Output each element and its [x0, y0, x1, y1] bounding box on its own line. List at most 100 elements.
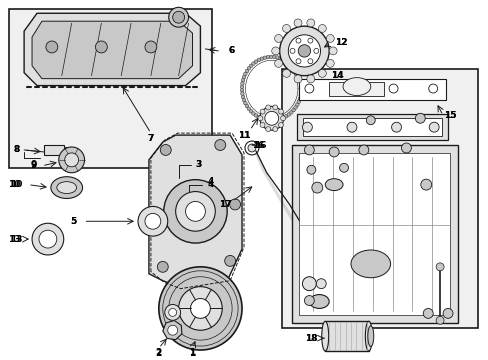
Circle shape	[175, 192, 215, 231]
Circle shape	[246, 107, 250, 111]
Circle shape	[272, 55, 275, 59]
Ellipse shape	[365, 321, 371, 351]
Circle shape	[159, 267, 242, 350]
Circle shape	[293, 75, 302, 83]
Text: 8: 8	[13, 145, 20, 154]
Circle shape	[279, 26, 328, 76]
Circle shape	[260, 109, 264, 114]
Circle shape	[293, 68, 297, 71]
Circle shape	[278, 117, 282, 121]
Bar	[297, 114, 447, 140]
Circle shape	[168, 7, 188, 27]
Polygon shape	[163, 320, 182, 340]
Text: 8: 8	[13, 145, 20, 154]
Circle shape	[256, 115, 260, 119]
Text: 1: 1	[189, 347, 195, 356]
Circle shape	[280, 116, 285, 121]
Circle shape	[265, 55, 269, 59]
Circle shape	[160, 144, 171, 156]
Bar	[281, 69, 477, 328]
Text: 6: 6	[228, 46, 235, 55]
Circle shape	[246, 67, 250, 70]
Text: 18: 18	[305, 334, 317, 343]
Bar	[303, 118, 441, 136]
Circle shape	[224, 256, 235, 266]
Circle shape	[263, 118, 266, 121]
Bar	[299, 79, 445, 100]
Circle shape	[298, 45, 310, 57]
Circle shape	[282, 24, 290, 32]
Circle shape	[275, 118, 279, 121]
Circle shape	[302, 277, 316, 291]
Circle shape	[299, 90, 303, 94]
Text: 1: 1	[189, 348, 195, 357]
Circle shape	[241, 95, 244, 99]
Circle shape	[254, 60, 257, 63]
Circle shape	[298, 80, 302, 84]
Circle shape	[305, 84, 313, 93]
Circle shape	[138, 206, 167, 236]
Text: 13: 13	[8, 235, 20, 244]
Bar	[299, 153, 449, 315]
Circle shape	[318, 69, 325, 77]
Circle shape	[288, 35, 320, 67]
Circle shape	[46, 41, 58, 53]
Text: 12: 12	[334, 39, 346, 48]
Circle shape	[278, 122, 283, 127]
Circle shape	[289, 111, 292, 114]
Circle shape	[298, 77, 301, 80]
Text: 3: 3	[195, 160, 201, 169]
Circle shape	[306, 165, 315, 174]
Circle shape	[272, 127, 277, 131]
Circle shape	[307, 59, 312, 64]
Circle shape	[247, 144, 255, 152]
Text: 10: 10	[10, 180, 22, 189]
Circle shape	[163, 180, 227, 243]
Circle shape	[289, 63, 292, 67]
Circle shape	[157, 261, 168, 272]
Circle shape	[172, 11, 184, 23]
Circle shape	[251, 62, 255, 66]
Circle shape	[178, 287, 222, 330]
Text: 7: 7	[147, 134, 154, 143]
Text: 16: 16	[251, 140, 264, 149]
Text: 15: 15	[443, 111, 455, 120]
Circle shape	[185, 202, 205, 221]
Circle shape	[32, 223, 63, 255]
Text: 2: 2	[155, 347, 162, 356]
Circle shape	[39, 230, 57, 248]
Circle shape	[249, 64, 252, 68]
Text: 5: 5	[70, 217, 77, 226]
Text: 13: 13	[10, 235, 22, 244]
Circle shape	[423, 309, 432, 318]
Ellipse shape	[309, 294, 328, 309]
Circle shape	[313, 49, 318, 53]
Polygon shape	[32, 21, 192, 78]
Circle shape	[243, 72, 246, 76]
Text: 17: 17	[219, 200, 231, 209]
Ellipse shape	[343, 78, 370, 95]
Circle shape	[298, 94, 302, 97]
Text: 17: 17	[219, 200, 231, 209]
Circle shape	[259, 57, 263, 60]
Circle shape	[59, 147, 84, 173]
Text: 9: 9	[31, 161, 37, 170]
Circle shape	[286, 113, 290, 116]
Circle shape	[296, 74, 300, 77]
Circle shape	[420, 179, 431, 190]
Circle shape	[286, 61, 290, 64]
Circle shape	[328, 147, 338, 157]
Circle shape	[240, 92, 244, 95]
Text: 16: 16	[253, 140, 265, 149]
Circle shape	[168, 309, 176, 316]
Circle shape	[260, 122, 264, 127]
Circle shape	[401, 143, 410, 153]
Circle shape	[391, 122, 401, 132]
Circle shape	[318, 24, 325, 32]
Circle shape	[272, 105, 277, 110]
Text: 4: 4	[207, 180, 213, 189]
Circle shape	[435, 263, 443, 271]
Circle shape	[304, 145, 314, 155]
Text: 15: 15	[443, 111, 455, 120]
Circle shape	[240, 82, 244, 85]
